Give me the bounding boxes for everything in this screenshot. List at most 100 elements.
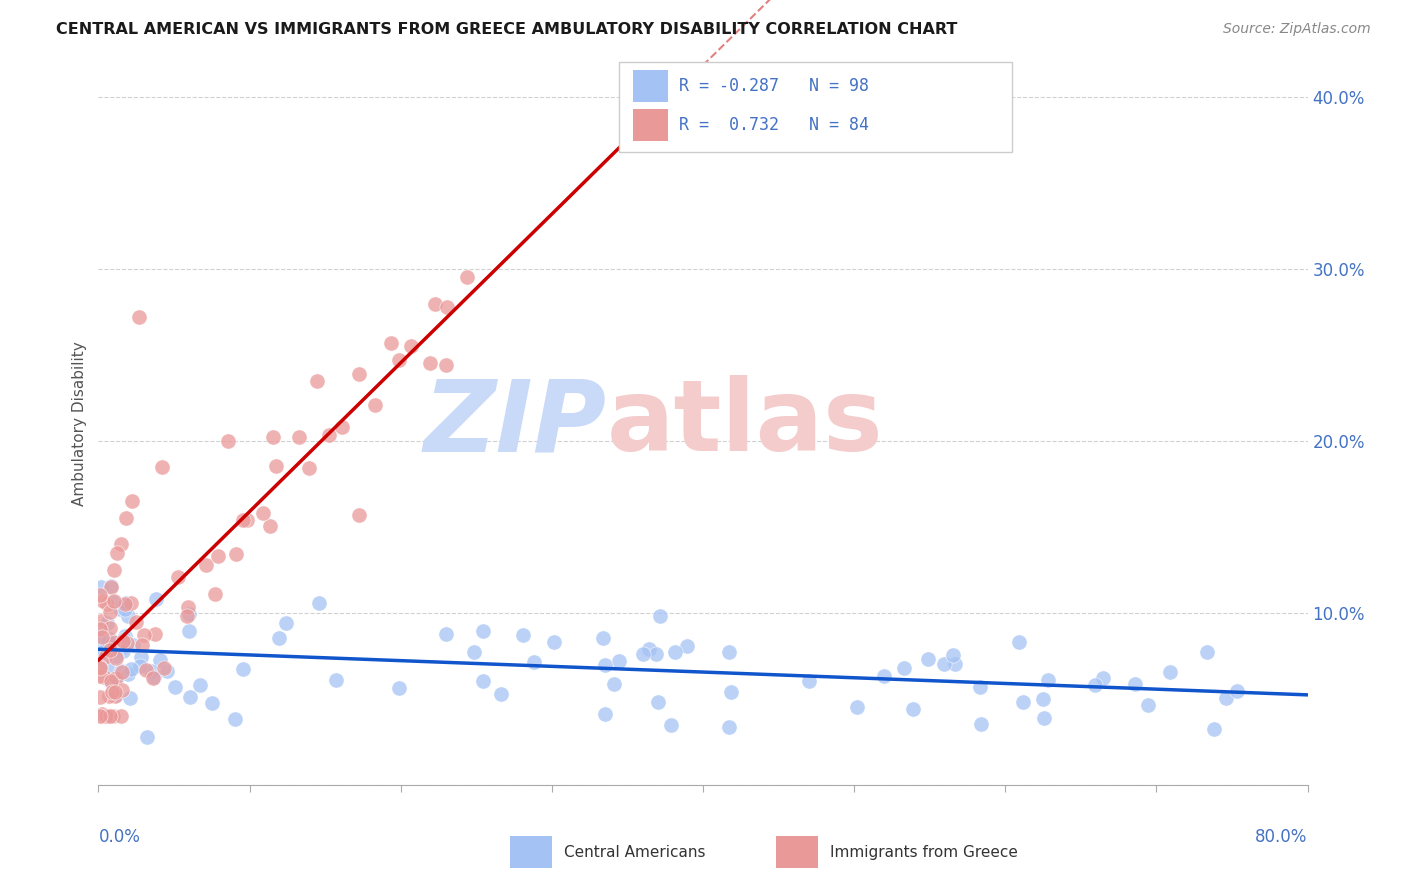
Point (117, 609, 139, 624)
Point (90, 628, 112, 642)
Text: atlas: atlas (606, 376, 883, 472)
Point (101, 635, 124, 649)
Point (96, 598, 118, 612)
Point (136, 730, 159, 744)
Point (90, 630, 112, 644)
FancyBboxPatch shape (509, 836, 551, 868)
Point (129, 658, 152, 673)
Point (1226, 683, 1249, 698)
Point (659, 717, 682, 731)
Point (287, 430, 309, 444)
Point (149, 653, 172, 667)
Point (664, 645, 686, 659)
Point (235, 513, 257, 527)
Point (96, 616, 118, 631)
Point (491, 687, 513, 701)
Y-axis label: Ambulatory Disability: Ambulatory Disability (72, 342, 87, 506)
Point (114, 511, 136, 525)
Point (1215, 691, 1237, 706)
Point (388, 681, 411, 696)
Point (380, 335, 402, 350)
Point (675, 639, 697, 653)
Point (132, 628, 155, 642)
Text: R =  0.732   N = 84: R = 0.732 N = 84 (679, 116, 869, 134)
Point (207, 549, 229, 563)
Point (1008, 635, 1031, 649)
Point (103, 689, 125, 703)
Point (111, 683, 134, 698)
Point (131, 650, 153, 665)
Text: 80.0%: 80.0% (1256, 829, 1308, 847)
Point (89, 622, 111, 636)
Point (349, 368, 371, 382)
Point (423, 297, 446, 311)
Point (110, 709, 132, 723)
Text: Source: ZipAtlas.com: Source: ZipAtlas.com (1223, 22, 1371, 37)
Point (110, 602, 132, 616)
Point (100, 673, 122, 688)
Point (91, 709, 114, 723)
Point (112, 633, 135, 648)
Point (90, 637, 112, 651)
Point (720, 685, 742, 699)
Point (846, 699, 869, 714)
Point (543, 635, 565, 649)
Point (177, 607, 200, 621)
Point (399, 338, 422, 352)
Point (932, 657, 955, 671)
Point (232, 661, 254, 675)
Point (105, 546, 128, 560)
Point (110, 537, 132, 551)
Point (917, 652, 939, 666)
Point (114, 597, 136, 611)
Point (603, 677, 626, 691)
Point (592, 631, 614, 645)
Point (523, 655, 546, 669)
Point (607, 654, 630, 668)
Point (318, 428, 340, 442)
Point (645, 647, 668, 661)
Point (1136, 698, 1159, 713)
Point (100, 579, 122, 593)
Point (135, 663, 157, 677)
Point (1092, 671, 1115, 685)
Point (349, 508, 371, 522)
Point (105, 688, 128, 702)
Point (472, 673, 495, 688)
Point (456, 269, 478, 284)
Point (98, 632, 121, 647)
Point (131, 638, 153, 652)
Point (101, 684, 124, 698)
Point (717, 645, 740, 659)
Text: Immigrants from Greece: Immigrants from Greece (830, 845, 1018, 860)
Point (325, 673, 347, 688)
Point (637, 641, 659, 656)
Point (139, 665, 162, 679)
Point (269, 632, 291, 646)
Point (112, 632, 135, 646)
Point (153, 660, 176, 674)
Point (941, 648, 963, 662)
Point (419, 356, 441, 370)
Point (128, 310, 150, 324)
Point (145, 592, 167, 607)
Point (224, 713, 246, 727)
Point (1159, 665, 1181, 679)
Point (1032, 711, 1054, 725)
Text: Central Americans: Central Americans (564, 845, 706, 860)
Point (970, 717, 993, 731)
Point (1036, 673, 1059, 688)
Point (873, 669, 896, 683)
Point (1032, 692, 1054, 706)
Point (434, 627, 457, 641)
Point (252, 506, 274, 520)
Point (97, 634, 120, 648)
Point (969, 680, 991, 694)
Point (120, 691, 142, 706)
Point (364, 398, 387, 412)
Point (110, 664, 132, 678)
Point (308, 596, 330, 610)
Point (176, 599, 198, 614)
Point (1204, 722, 1226, 736)
FancyBboxPatch shape (776, 836, 818, 868)
